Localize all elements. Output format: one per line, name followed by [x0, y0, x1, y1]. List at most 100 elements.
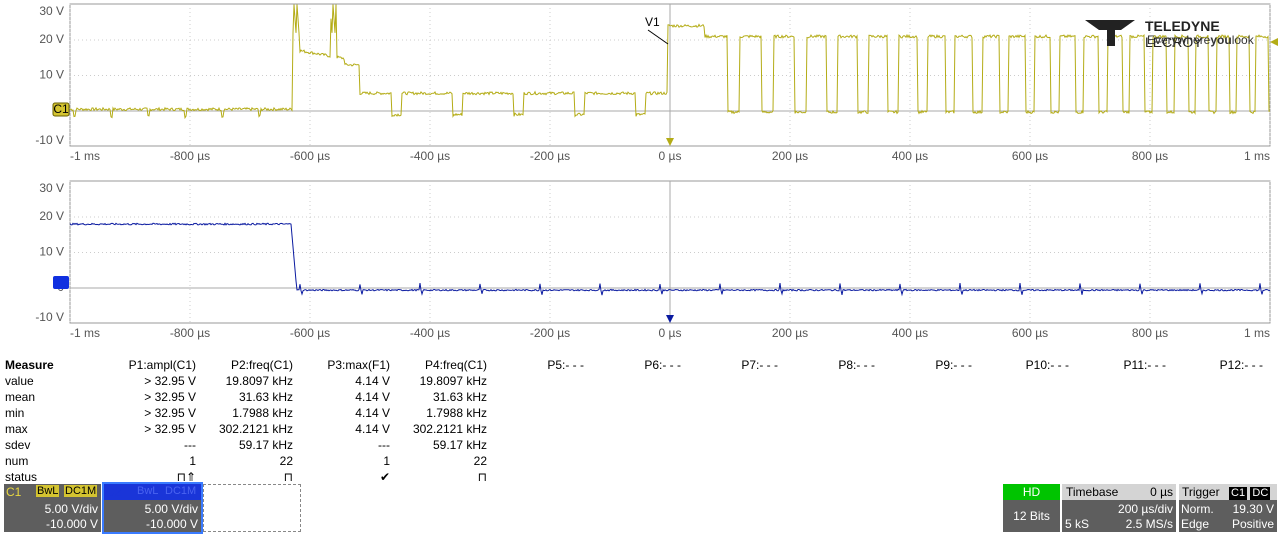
y-tick-label: 30 V: [39, 4, 64, 18]
y-tick-label: 30 V: [39, 181, 64, 195]
measure-cell: 22: [473, 454, 487, 468]
timebase-samples: 5 kS: [1065, 517, 1090, 531]
x-tick-label: 800 µs: [1132, 149, 1168, 163]
measure-cell: 31.63 kHz: [432, 390, 487, 404]
measure-cell: 19.8097 kHz: [225, 374, 293, 388]
measure-cell: 4.14 V: [355, 374, 390, 388]
channel-coupling: DC1M: [164, 485, 198, 497]
measure-header: P6:- - -: [644, 358, 681, 372]
trigger-level: 19.30 V: [1232, 502, 1274, 516]
measure-cell: > 32.95 V: [144, 406, 196, 420]
trigger-label: Trigger: [1182, 485, 1220, 499]
x-tick-label: -400 µs: [410, 326, 450, 340]
brand: LECROY: [1145, 34, 1203, 50]
x-tick-label: 200 µs: [772, 149, 808, 163]
channel-coupling: DC1M: [64, 485, 98, 497]
trigger-source: C1: [1229, 487, 1248, 500]
trigger-box: Trigger C1 DC Norm. 19.30 V Edge Positiv…: [1179, 484, 1277, 532]
cursor-label: V1: [645, 15, 660, 29]
x-tick-label: -400 µs: [410, 149, 450, 163]
measure-cell: > 32.95 V: [144, 390, 196, 404]
trigger-body: Norm. 19.30 V Edge Positive: [1179, 500, 1277, 532]
logo-brand: TELEDYNE LECROY: [1145, 18, 1270, 50]
measure-cell: 4.14 V: [355, 390, 390, 404]
measure-row-label: sdev: [5, 438, 31, 452]
measure-cell: 59.17 kHz: [432, 438, 487, 452]
x-tick-label: 200 µs: [772, 326, 808, 340]
x-tick-label: 1 ms: [1244, 149, 1270, 163]
measure-cell: ⊓: [283, 470, 293, 484]
timebase-body: 200 µs/div 5 kS 2.5 MS/s: [1062, 500, 1176, 532]
channel-bwl: BwL: [136, 485, 160, 497]
y-tick-label: 20 V: [39, 209, 64, 223]
x-tick-label: 1 ms: [1244, 326, 1270, 340]
channel-offset: -10.000 V: [45, 517, 98, 531]
measure-title: Measure: [5, 358, 54, 372]
x-tick-label: 600 µs: [1012, 149, 1048, 163]
x-tick-label: -800 µs: [170, 149, 210, 163]
y-tick-label: 10 V: [39, 245, 64, 259]
measure-cell: 4.14 V: [355, 406, 390, 420]
x-tick-label: -600 µs: [290, 326, 330, 340]
tagline: you: [1210, 33, 1232, 47]
y-tick-label: -10 V: [35, 310, 64, 324]
channel-header: C1 BwL DC1M: [4, 484, 101, 500]
measure-row-label: min: [5, 406, 25, 420]
channel-offset: -10.000 V: [145, 517, 198, 531]
channel-box: C2 BwL DC1M 5.00 V/div -10.000 V: [102, 482, 203, 534]
timebase-rate: 200 µs/div: [1118, 502, 1173, 516]
measure-cell: 1: [383, 454, 390, 468]
measure-cell: ⊓⇑: [176, 470, 196, 484]
cursor-leader: [647, 29, 669, 45]
channel-header: C2 BwL DC1M: [104, 484, 201, 500]
channel-marker-label: C1: [53, 102, 69, 116]
channel-name: C2: [106, 485, 122, 499]
measure-cell: ✔: [379, 470, 390, 484]
channel-scale: 5.00 V/div: [144, 502, 198, 516]
measure-cell: ---: [184, 438, 196, 452]
waveform: [69, 222, 1271, 297]
measure-header: P11:- - -: [1123, 358, 1166, 372]
tagline: look: [1231, 33, 1254, 47]
channel-name: C1: [6, 485, 22, 499]
measure-cell: 1.7988 kHz: [426, 406, 487, 420]
logo-mark: [1085, 20, 1135, 46]
channel-bwl: BwL: [36, 485, 60, 497]
measure-header: P12:- - -: [1219, 358, 1263, 372]
x-tick-label: -1 ms: [70, 149, 100, 163]
measure-row-label: mean: [5, 390, 36, 404]
measure-row-label: max: [5, 422, 28, 436]
trigger-header: Trigger C1 DC: [1179, 484, 1277, 500]
waveform: [69, 4, 1271, 120]
measure-cell: 59.17 kHz: [238, 438, 293, 452]
measure-cell: 1.7988 kHz: [232, 406, 293, 420]
trigger-slope: Positive: [1231, 517, 1274, 531]
measure-header: P10:- - -: [1025, 358, 1069, 372]
measure-row-label: status: [5, 470, 38, 484]
measure-header: P9:- - -: [935, 358, 972, 372]
measure-cell: > 32.95 V: [144, 374, 196, 388]
trigger-marker: [666, 315, 674, 323]
x-tick-label: 0 µs: [659, 326, 682, 340]
timebase-box: Timebase 0 µs 200 µs/div 5 kS 2.5 MS/s: [1062, 484, 1176, 532]
measure-cell: ⊓: [477, 470, 487, 484]
measure-cell: > 32.95 V: [144, 422, 196, 436]
logo: TELEDYNE LECROY Everywhereyoulook: [1085, 16, 1270, 50]
x-tick-label: 0 µs: [659, 149, 682, 163]
measure-cell: 19.8097 kHz: [419, 374, 487, 388]
x-tick-label: 400 µs: [892, 326, 928, 340]
measure-table: Measure P1:ampl(C1) P2:freq(C1) P3:max(F1) P…: [0, 356, 1280, 484]
x-tick-label: -600 µs: [290, 149, 330, 163]
timebase-delay: 0 µs: [1150, 485, 1173, 499]
measure-cell: ---: [378, 438, 390, 452]
x-tick-label: 800 µs: [1132, 326, 1168, 340]
x-tick-label: 600 µs: [1012, 326, 1048, 340]
measure-header: P2:freq(C1): [230, 358, 293, 372]
y-tick-label: 20 V: [39, 32, 64, 46]
empty-slot: [203, 484, 301, 532]
trigger-type: Edge: [1181, 517, 1210, 531]
measure-cell: 4.14 V: [355, 422, 390, 436]
channel-marker: [53, 276, 69, 289]
measure-row-label: value: [5, 374, 34, 388]
